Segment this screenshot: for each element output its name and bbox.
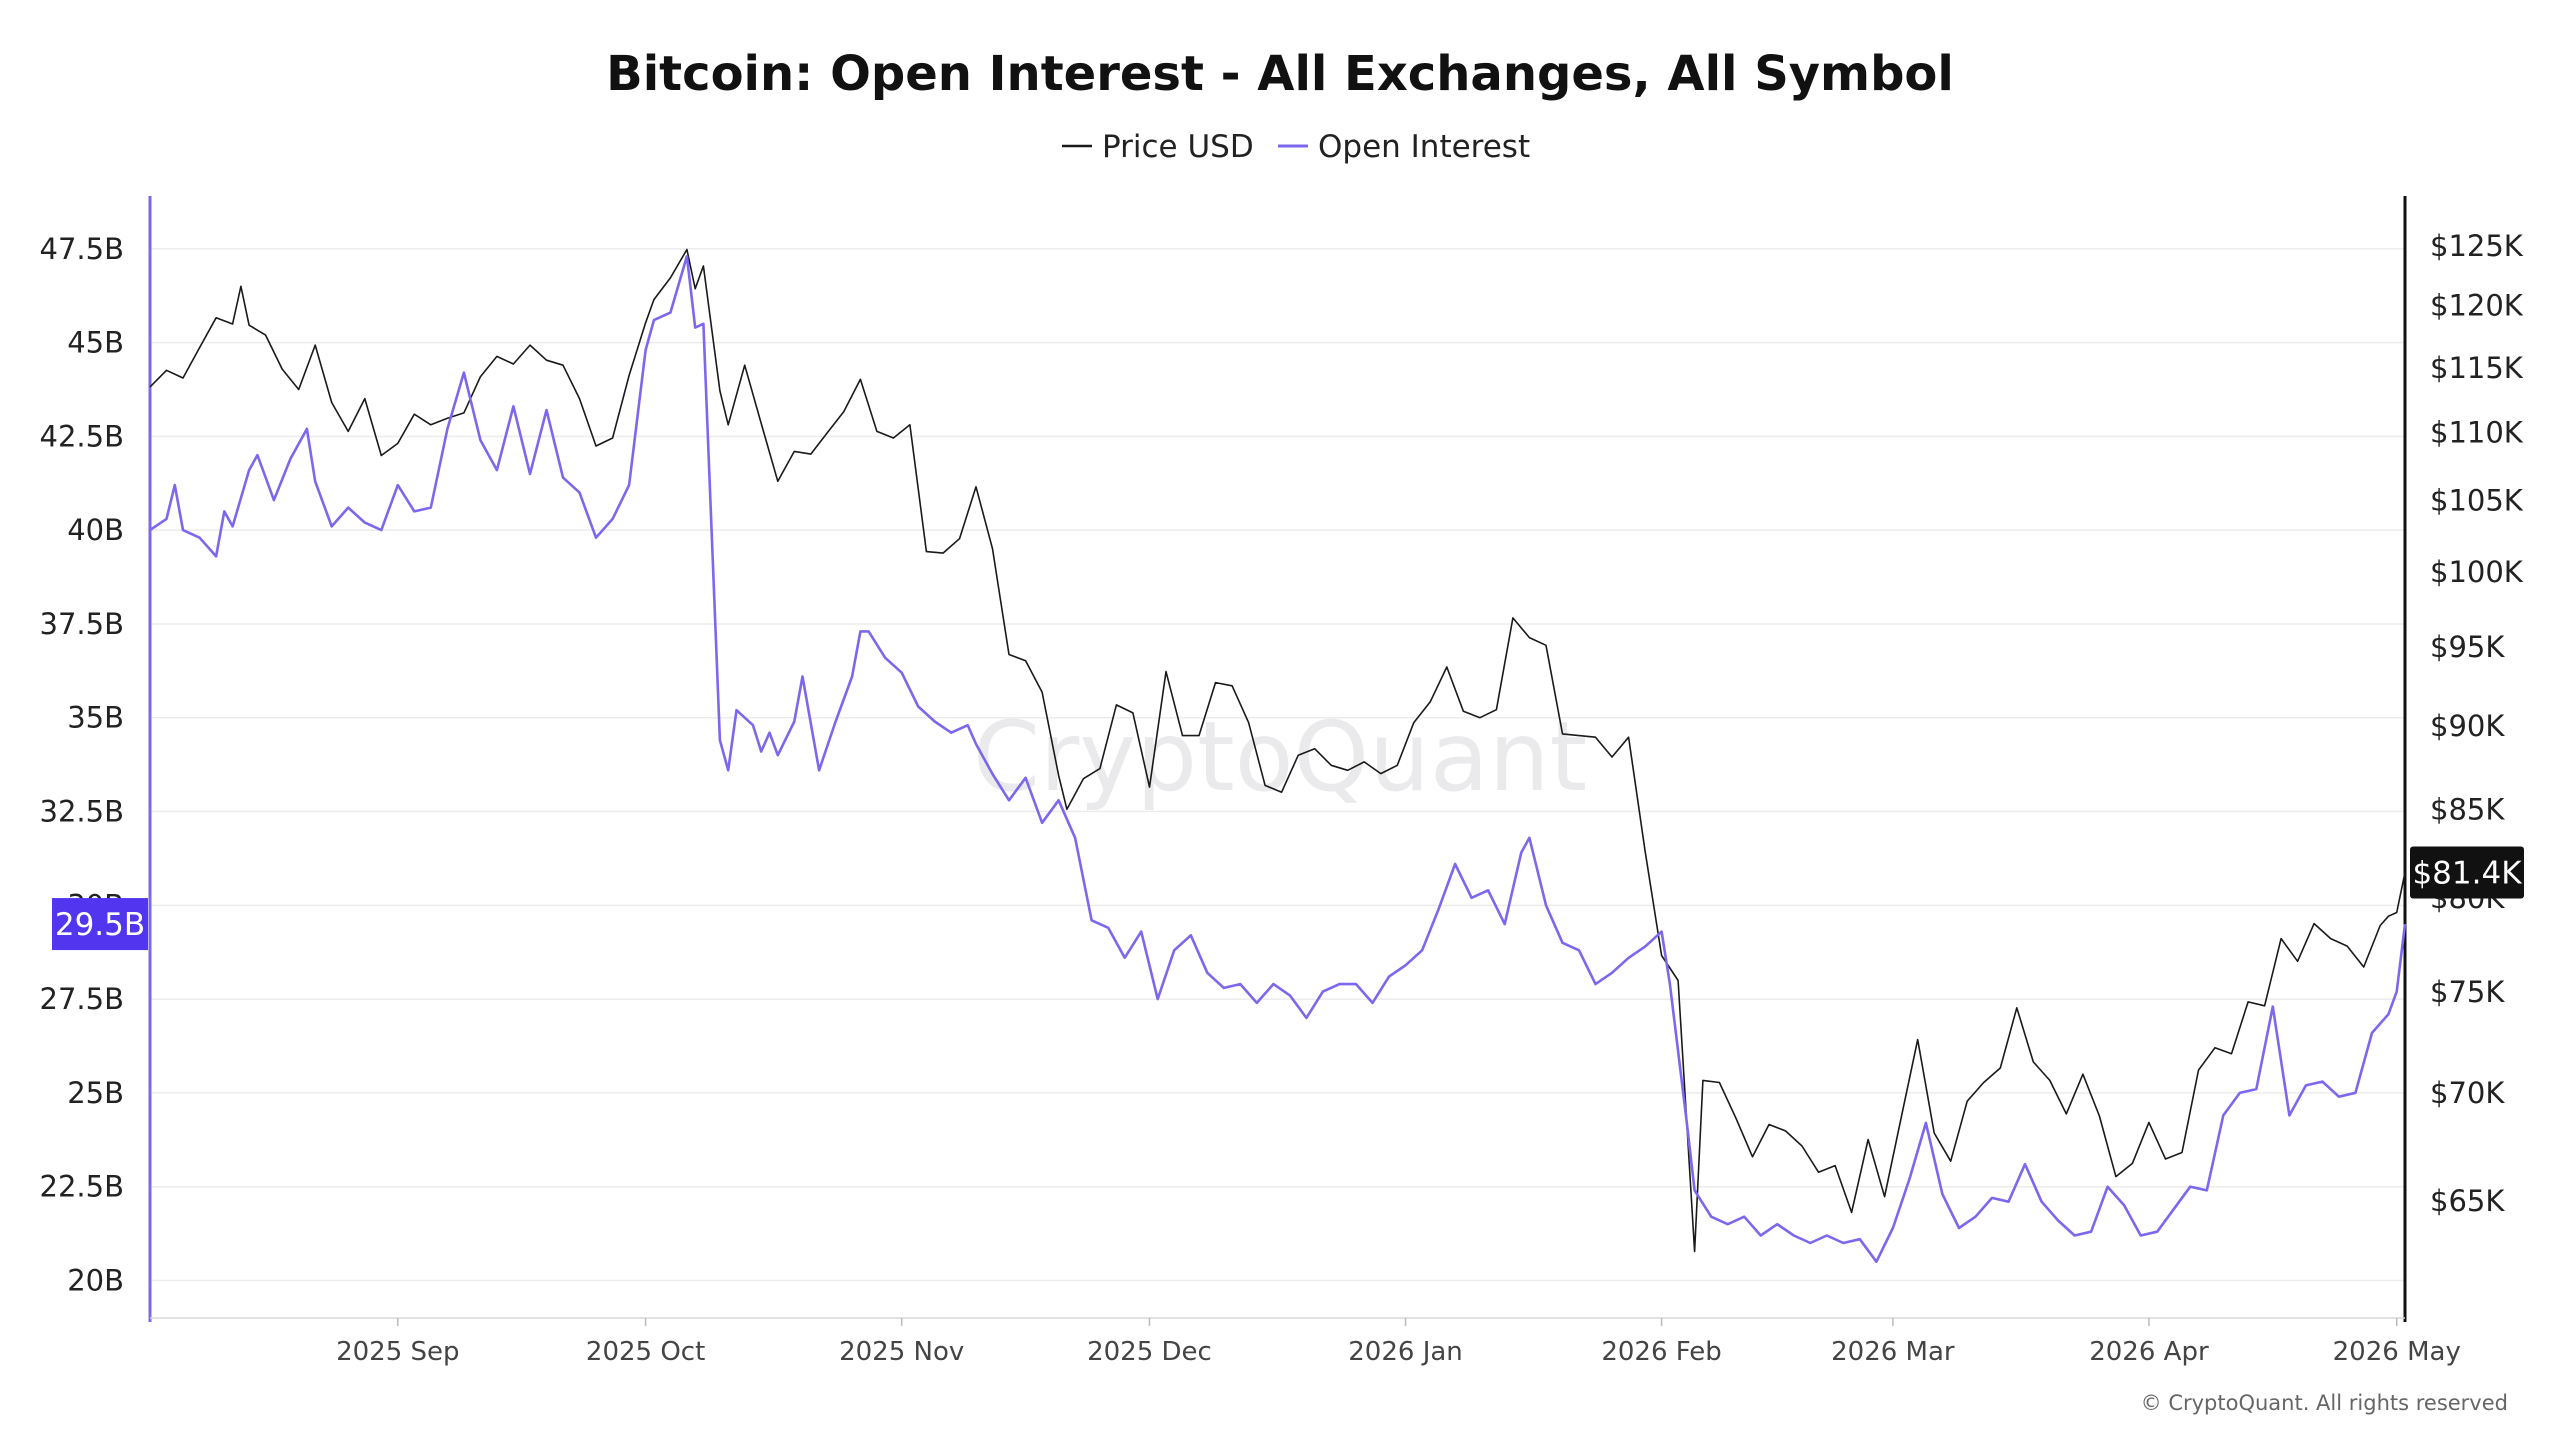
y-right-tick-label: $105K (2430, 484, 2524, 518)
y-right-tick-label: $95K (2430, 630, 2505, 664)
legend-item-open-interest[interactable]: Open Interest (1278, 129, 1530, 165)
y-left-tick-label: 25B (67, 1076, 124, 1110)
oi-current-badge (52, 898, 148, 951)
series-line-open-interest (149, 254, 2407, 1263)
y-left-tick-label: 22.5B (40, 1170, 124, 1204)
x-axis-ticks: 2025 Sep 2025 Oct 2025 Nov 2025 Dec 2026 Jan… (336, 1318, 2461, 1367)
price-current-badge-label: $81.4K (2412, 855, 2522, 891)
y-left-tick-label: 32.5B (40, 795, 124, 829)
y-right-tick-label: $75K (2430, 975, 2505, 1009)
chart-title: Bitcoin: Open Interest - All Exchanges, … (606, 46, 1954, 102)
series-lines (149, 248, 2407, 1263)
y-axis-left-ticks: 20B22.5B25B27.5B30B32.5B35B37.5B40B42.5B… (40, 232, 124, 1298)
x-tick-label: 2026 Apr (2089, 1337, 2209, 1367)
legend-item-price[interactable]: Price USD (1062, 129, 1254, 165)
y-right-tick-label: $125K (2430, 229, 2524, 263)
y-right-tick-label: $90K (2430, 709, 2505, 743)
x-tick-label: 2025 Sep (336, 1337, 459, 1367)
y-right-tick-label: $70K (2430, 1076, 2505, 1110)
x-tick-label: 2026 Feb (1601, 1337, 1721, 1367)
x-tick-label: 2026 Jan (1348, 1337, 1463, 1367)
x-tick-label: 2025 Oct (586, 1337, 705, 1367)
y-left-tick-label: 45B (67, 326, 124, 360)
current-value-badges: 29.5B $81.4K (52, 846, 2524, 951)
price-current-badge (2410, 846, 2524, 899)
y-right-tick-label: $110K (2430, 416, 2524, 450)
copyright-credit: © CryptoQuant. All rights reserved (2141, 1391, 2508, 1415)
x-tick-label: 2025 Dec (1087, 1337, 1212, 1367)
legend: Price USD Open Interest (1062, 129, 1530, 165)
y-right-tick-label: $120K (2430, 289, 2524, 323)
series-line-price (149, 248, 2406, 1253)
y-right-tick-label: $115K (2430, 351, 2524, 385)
y-left-tick-label: 27.5B (40, 982, 124, 1016)
oi-current-badge-label: 29.5B (55, 907, 145, 943)
grid-lines (150, 248, 2405, 1282)
y-axis-right-ticks: $65K$70K$75K$80K$85K$90K$95K$100K$105K$1… (2430, 229, 2524, 1218)
y-left-tick-label: 35B (67, 701, 124, 735)
y-right-tick-label: $65K (2430, 1184, 2505, 1218)
y-left-tick-label: 20B (67, 1263, 124, 1297)
y-left-tick-label: 42.5B (40, 419, 124, 453)
y-left-tick-label: 40B (67, 513, 124, 547)
axes (148, 196, 2407, 1322)
y-right-tick-label: $100K (2430, 555, 2524, 589)
x-tick-label: 2025 Nov (839, 1337, 964, 1367)
legend-label-price: Price USD (1102, 129, 1254, 165)
legend-label-open-interest: Open Interest (1318, 129, 1530, 165)
y-right-tick-label: $85K (2430, 792, 2505, 826)
x-tick-label: 2026 Mar (1831, 1337, 1955, 1367)
y-left-tick-label: 37.5B (40, 607, 124, 641)
y-left-tick-label: 47.5B (40, 232, 124, 266)
x-tick-label: 2026 May (2333, 1337, 2461, 1367)
